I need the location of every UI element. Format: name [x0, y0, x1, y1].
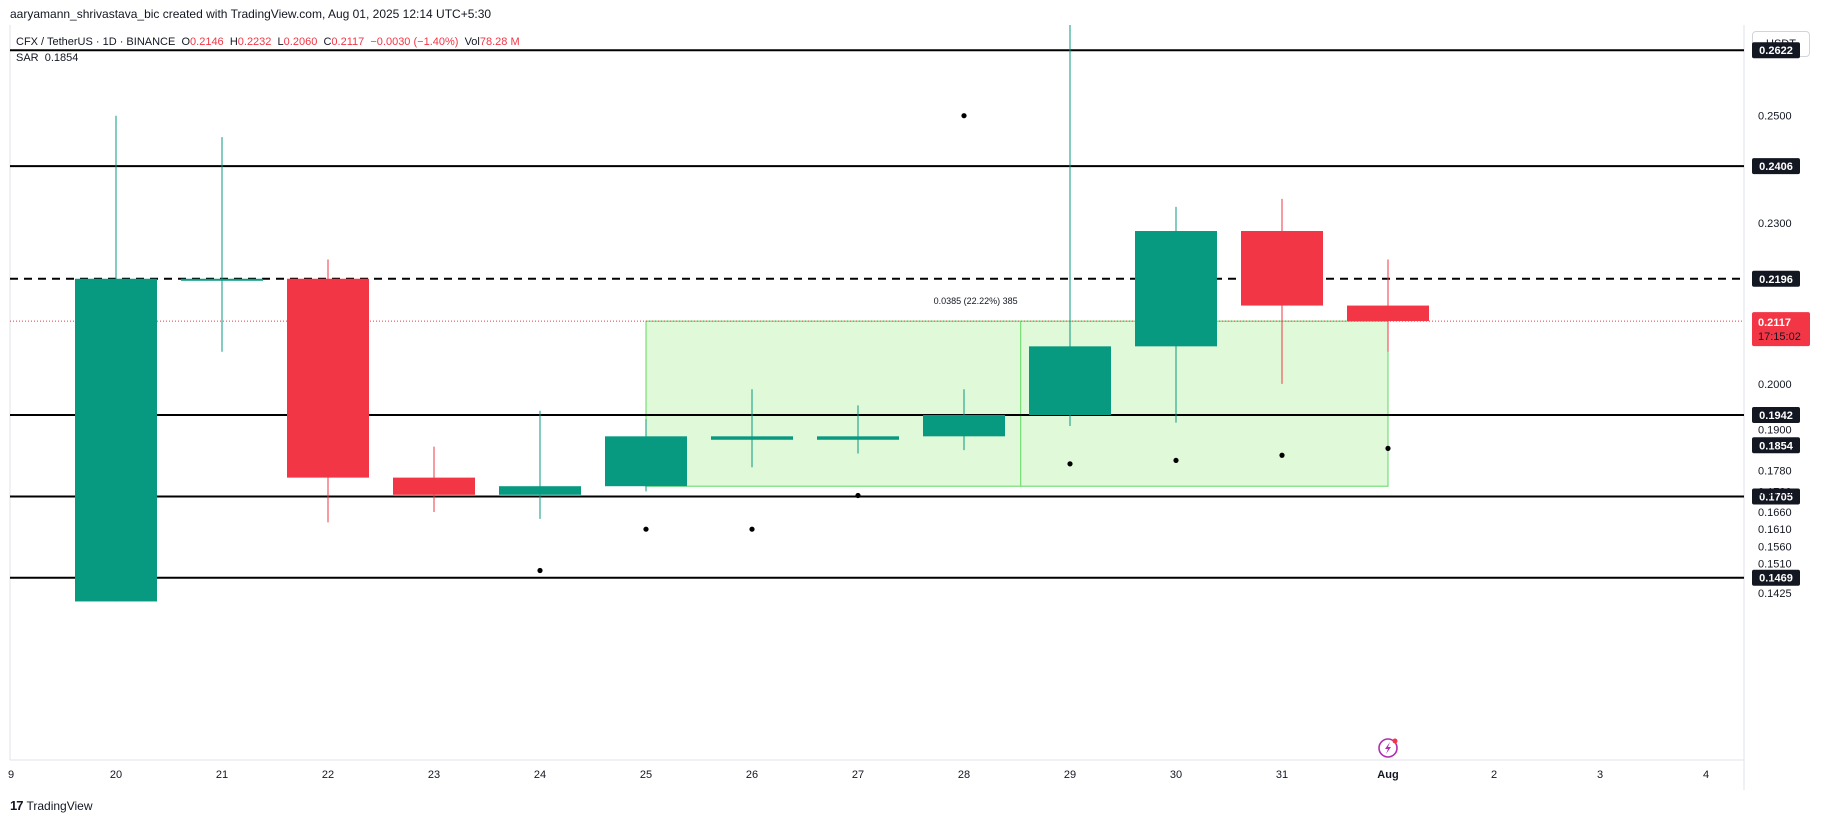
time-tick-0: 9 [8, 769, 14, 781]
chart-attribution: aaryamann_shrivastava_bic created with T… [10, 7, 492, 21]
time-tick-15: 3 [1597, 769, 1603, 781]
price-tick-0: 0.2500 [1758, 111, 1792, 123]
level-badge-1 [1752, 158, 1800, 175]
lightning-bolt-icon [1385, 742, 1391, 754]
sar-dot-1 [643, 526, 649, 532]
time-tick-9: 28 [958, 769, 970, 781]
candle-body-12 [1347, 305, 1429, 322]
sar-dot-8 [1385, 445, 1391, 451]
lightning-icon [1378, 738, 1398, 758]
tradingview-logo-icon: 17 [10, 798, 24, 813]
candle-body-2 [287, 278, 369, 478]
candle-body-9 [1029, 346, 1111, 415]
time-tick-2: 21 [216, 769, 228, 781]
level-badge-label-0: 0.2622 [1759, 45, 1793, 57]
close-label: C [323, 36, 332, 48]
level-badge-label-6: 0.1469 [1759, 573, 1793, 585]
price-tick-4: 0.1780 [1758, 466, 1792, 478]
measure-zone-label: 0.0385 (22.22%) 385 [934, 296, 1018, 306]
sar-value: 0.1854 [44, 52, 79, 64]
close-value: 0.2117 [331, 36, 365, 48]
candle-body-5 [605, 436, 687, 487]
candle-body-6 [711, 436, 793, 440]
current-price-label: 0.2117 [1758, 317, 1791, 329]
volume-value: 78.28 M [479, 36, 520, 48]
candle-body-8 [923, 415, 1005, 437]
symbol-name[interactable]: CFX / TetherUS · 1D · BINANCE [16, 36, 176, 48]
sar-dot-7 [1279, 452, 1285, 458]
price-tick-9: 0.1510 [1758, 559, 1792, 571]
current-price-badge [1752, 312, 1810, 347]
time-tick-14: 2 [1491, 769, 1497, 781]
candle-body-11 [1241, 231, 1323, 306]
sar-dot-6 [1173, 457, 1179, 464]
time-tick-13: Aug [1377, 769, 1398, 781]
time-tick-8: 27 [852, 769, 864, 781]
candle-body-1 [181, 278, 263, 281]
level-badge-0 [1752, 42, 1800, 59]
time-tick-5: 24 [534, 769, 546, 781]
level-badge-2 [1752, 270, 1800, 287]
level-badge-label-5: 0.1705 [1759, 492, 1793, 504]
time-tick-7: 26 [746, 769, 758, 781]
time-tick-11: 30 [1170, 769, 1182, 781]
level-badge-3 [1752, 407, 1800, 423]
measure-zone [645, 320, 1389, 487]
low-label: L [277, 36, 284, 48]
open-label: O [181, 36, 191, 48]
price-tick-7: 0.1610 [1758, 524, 1792, 536]
level-badge-label-4: 0.1854 [1759, 440, 1794, 452]
time-tick-1: 20 [110, 769, 122, 781]
price-tick-6: 0.1660 [1758, 507, 1792, 519]
sar-dot-0 [537, 567, 543, 574]
sar-label[interactable]: SAR [16, 52, 39, 64]
candle-body-10 [1135, 231, 1217, 347]
candle-body-3 [393, 477, 475, 495]
price-tick-5: 0.1720 [1758, 486, 1792, 498]
price-tick-2: 0.2000 [1758, 379, 1792, 391]
time-tick-10: 29 [1064, 769, 1076, 781]
level-badge-label-1: 0.2406 [1759, 161, 1793, 173]
candle-body-0 [75, 278, 157, 602]
sar-dot-3 [855, 492, 861, 499]
time-tick-16: 4 [1703, 769, 1709, 781]
candle-body-4 [499, 486, 581, 495]
high-value: 0.2232 [237, 36, 272, 48]
time-tick-6: 25 [640, 769, 652, 781]
time-tick-12: 31 [1276, 769, 1288, 781]
low-value: 0.2060 [283, 36, 318, 48]
tradingview-brand[interactable]: 17 TradingView [10, 798, 93, 813]
price-tick-8: 0.1560 [1758, 541, 1792, 553]
level-badge-label-2: 0.2196 [1759, 274, 1793, 286]
sar-dot-2 [749, 526, 755, 532]
sar-dot-5 [1067, 461, 1073, 467]
price-tick-10: 0.1425 [1758, 588, 1792, 600]
countdown-label: 17:15:02 [1758, 331, 1801, 343]
high-label: H [229, 36, 238, 48]
time-tick-4: 23 [428, 769, 440, 781]
symbol-legend: CFX / TetherUS · 1D · BINANCE O0.2146 H0… [16, 34, 520, 66]
level-badge-4 [1752, 437, 1800, 454]
level-badge-6 [1752, 569, 1800, 586]
notification-dot-icon [1392, 738, 1398, 744]
candle-body-7 [817, 436, 899, 440]
price-tick-3: 0.1900 [1758, 424, 1792, 436]
change-value: −0.0030 (−1.40%) [370, 36, 459, 48]
time-tick-3: 22 [322, 769, 334, 781]
price-tick-1: 0.2300 [1758, 218, 1792, 230]
open-value: 0.2146 [190, 36, 224, 48]
level-badge-5 [1752, 488, 1800, 505]
sar-dot-4 [961, 113, 967, 119]
volume-label: Vol [464, 36, 480, 48]
level-badge-label-3: 0.1942 [1759, 410, 1793, 422]
brand-name: TradingView [26, 798, 93, 813]
